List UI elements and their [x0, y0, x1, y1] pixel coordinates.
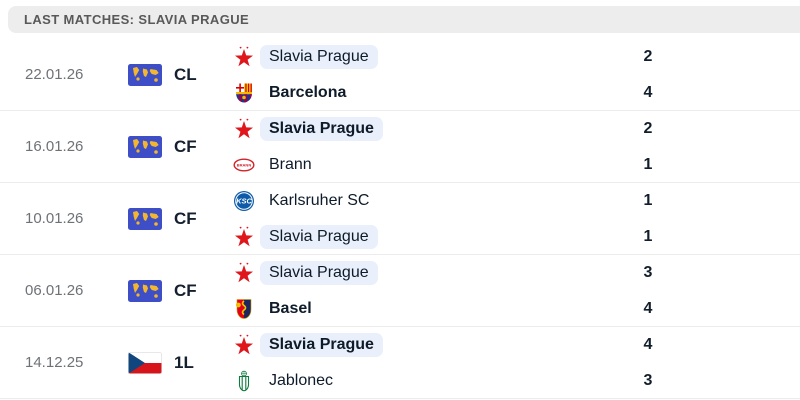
home-score: 1	[643, 191, 653, 209]
score-column: 2 4	[630, 39, 666, 111]
team-name: Slavia Prague	[260, 332, 383, 357]
away-score: 4	[643, 299, 653, 317]
competition: CF	[128, 136, 232, 158]
world-flag-icon	[128, 136, 162, 158]
match-date: 10.01.26	[25, 210, 84, 227]
team-name: Slavia Prague	[260, 116, 383, 141]
score-column: 1 1	[630, 183, 666, 255]
away-team: Brann	[232, 147, 630, 183]
away-score: 1	[643, 155, 653, 173]
match-date: 06.01.26	[25, 282, 84, 299]
home-team: Karlsruher SC	[232, 183, 630, 219]
competition: CF	[128, 280, 232, 302]
away-team: Jablonec	[232, 363, 630, 399]
score-column: 2 1	[630, 111, 666, 183]
match-row[interactable]: 16.01.26 CF Slavia Prague Brann 2 1	[0, 111, 800, 183]
team-name: Slavia Prague	[260, 260, 378, 285]
czech-flag-icon	[128, 352, 162, 374]
slavia-prague-logo	[232, 225, 256, 249]
match-row[interactable]: 14.12.25 1L Slavia Prague Jablonec 4 3	[0, 327, 800, 399]
world-flag-icon	[128, 64, 162, 86]
match-row[interactable]: 22.01.26 CL Slavia Prague Barcelona 2 4	[0, 39, 800, 111]
match-date: 16.01.26	[25, 138, 84, 155]
away-team: Basel	[232, 291, 630, 327]
competition-code: CF	[174, 280, 197, 300]
widget-title: LAST MATCHES: SLAVIA PRAGUE	[24, 12, 250, 27]
home-team: Slavia Prague	[232, 39, 630, 75]
world-flag-icon	[128, 208, 162, 230]
away-score: 3	[643, 371, 653, 389]
home-team: Slavia Prague	[232, 327, 630, 363]
competition: CF	[128, 208, 232, 230]
widget-header: LAST MATCHES: SLAVIA PRAGUE	[8, 6, 800, 33]
jablonec-logo	[232, 369, 256, 393]
match-date: 22.01.26	[25, 66, 84, 83]
slavia-prague-logo	[232, 117, 256, 141]
team-name: Karlsruher SC	[269, 191, 370, 209]
competition: 1L	[128, 352, 232, 374]
away-team: Barcelona	[232, 75, 630, 111]
barcelona-logo	[232, 81, 256, 105]
team-name: Brann	[269, 155, 312, 173]
home-score: 3	[643, 263, 653, 281]
competition-code: 1L	[174, 352, 194, 372]
slavia-prague-logo	[232, 261, 256, 285]
away-score: 1	[643, 227, 653, 245]
score-column: 4 3	[630, 327, 666, 399]
home-team: Slavia Prague	[232, 255, 630, 291]
team-name: Jablonec	[269, 371, 334, 389]
basel-logo	[232, 297, 256, 321]
team-name: Barcelona	[269, 83, 347, 101]
karlsruher-sc-logo	[232, 189, 256, 213]
team-name: Slavia Prague	[260, 224, 378, 249]
match-date: 14.12.25	[25, 354, 84, 371]
slavia-prague-logo	[232, 45, 256, 69]
team-name: Basel	[269, 299, 312, 317]
match-row[interactable]: 10.01.26 CF Karlsruher SC Slavia Prague …	[0, 183, 800, 255]
brann-logo	[232, 153, 256, 177]
team-name: Slavia Prague	[260, 44, 378, 69]
competition-code: CF	[174, 208, 197, 228]
away-team: Slavia Prague	[232, 219, 630, 255]
home-score: 2	[643, 47, 653, 65]
match-list: 22.01.26 CL Slavia Prague Barcelona 2 4	[0, 39, 800, 399]
match-row[interactable]: 06.01.26 CF Slavia Prague Basel 3 4	[0, 255, 800, 327]
competition-code: CF	[174, 136, 197, 156]
home-score: 2	[643, 119, 653, 137]
score-column: 3 4	[630, 255, 666, 327]
competition: CL	[128, 64, 232, 86]
home-score: 4	[643, 335, 653, 353]
slavia-prague-logo	[232, 333, 256, 357]
away-score: 4	[643, 83, 653, 101]
world-flag-icon	[128, 280, 162, 302]
competition-code: CL	[174, 64, 197, 84]
home-team: Slavia Prague	[232, 111, 630, 147]
